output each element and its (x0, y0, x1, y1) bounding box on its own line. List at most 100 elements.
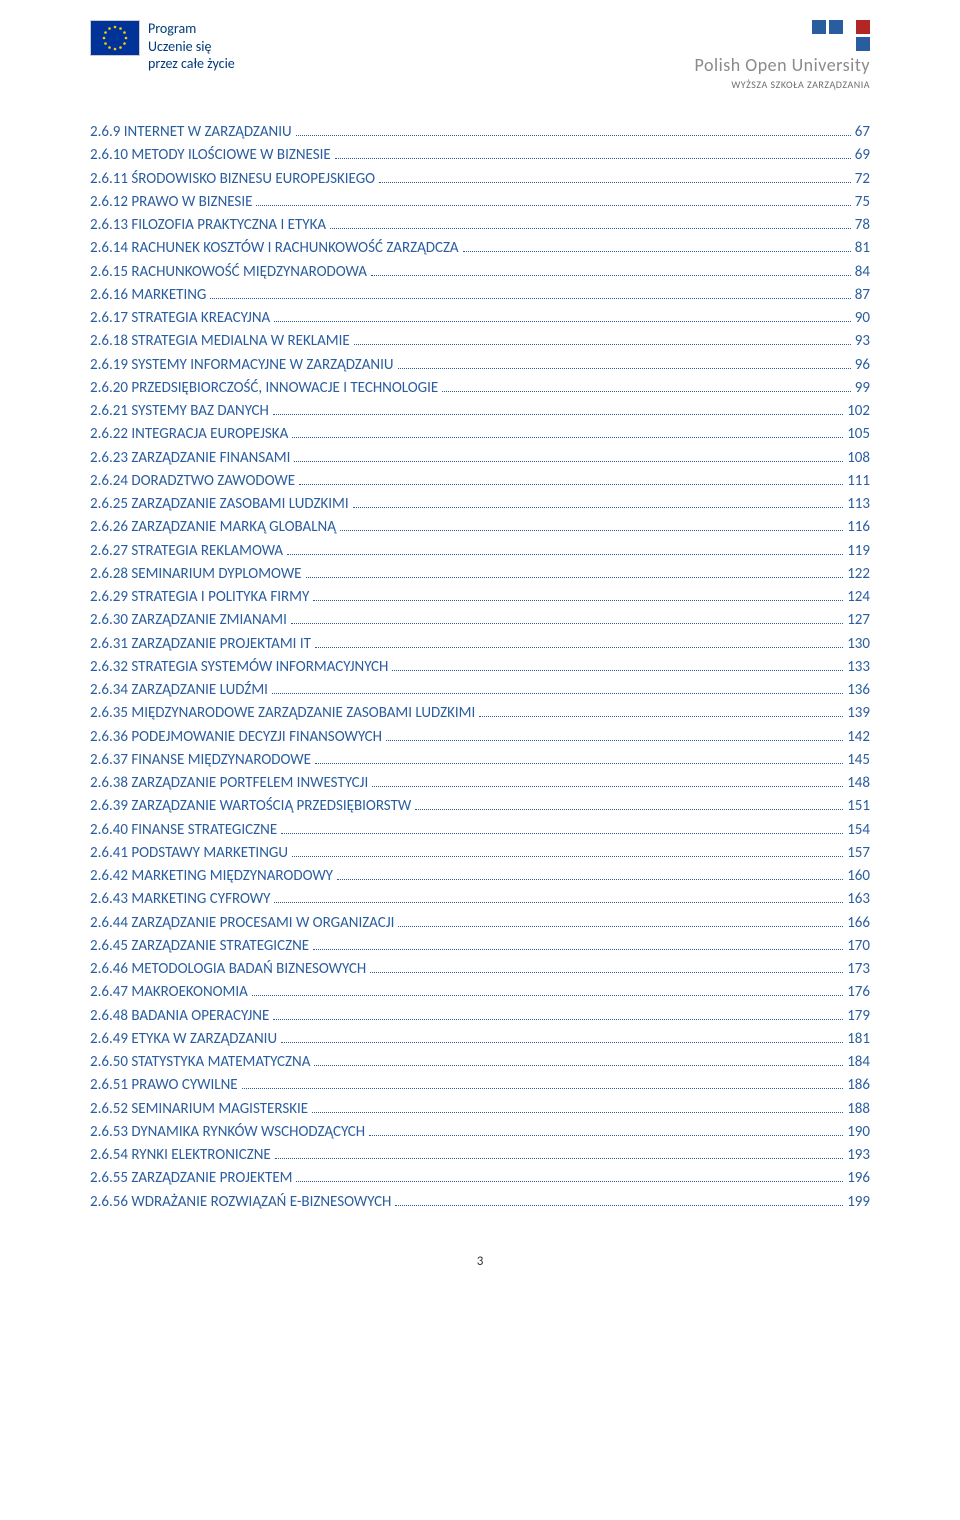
toc-leader-dots (372, 786, 843, 787)
toc-page: 130 (847, 633, 870, 656)
toc-row[interactable]: 2.6.39 ZARZĄDZANIE WARTOŚCIĄ PRZEDSIĘBIO… (90, 795, 870, 818)
toc-row[interactable]: 2.6.47 MAKROEKONOMIA176 (90, 981, 870, 1004)
toc-row[interactable]: 2.6.43 MARKETING CYFROWY163 (90, 888, 870, 911)
toc-leader-dots (313, 949, 843, 950)
toc-page: 148 (847, 772, 870, 795)
toc-leader-dots (315, 763, 843, 764)
toc-page: 84 (855, 261, 870, 284)
toc-row[interactable]: 2.6.44 ZARZĄDZANIE PROCESAMI W ORGANIZAC… (90, 912, 870, 935)
toc-row[interactable]: 2.6.29 STRATEGIA I POLITYKA FIRMY124 (90, 586, 870, 609)
toc-label: 2.6.9 INTERNET W ZARZĄDZANIU (90, 121, 292, 144)
toc-page: 93 (855, 330, 870, 353)
toc-row[interactable]: 2.6.32 STRATEGIA SYSTEMÓW INFORMACYJNYCH… (90, 656, 870, 679)
toc-leader-dots (252, 995, 843, 996)
toc-row[interactable]: 2.6.22 INTEGRACJA EUROPEJSKA105 (90, 423, 870, 446)
toc-row[interactable]: 2.6.21 SYSTEMY BAZ DANYCH 102 (90, 400, 870, 423)
toc-leader-dots (415, 809, 843, 810)
toc-row[interactable]: 2.6.55 ZARZĄDZANIE PROJEKTEM196 (90, 1167, 870, 1190)
toc-row[interactable]: 2.6.26 ZARZĄDZANIE MARKĄ GLOBALNĄ116 (90, 516, 870, 539)
toc-row[interactable]: 2.6.20 PRZEDSIĘBIORCZOŚĆ, INNOWACJE I TE… (90, 377, 870, 400)
toc-row[interactable]: 2.6.38 ZARZĄDZANIE PORTFELEM INWESTYCJI1… (90, 772, 870, 795)
toc-row[interactable]: 2.6.36 PODEJMOWANIE DECYZJI FINANSOWYCH1… (90, 726, 870, 749)
toc-row[interactable]: 2.6.46 METODOLOGIA BADAŃ BIZNESOWYCH173 (90, 958, 870, 981)
toc-row[interactable]: 2.6.48 BADANIA OPERACYJNE179 (90, 1005, 870, 1028)
toc-row[interactable]: 2.6.15 RACHUNKOWOŚĆ MIĘDZYNARODOWA84 (90, 261, 870, 284)
toc-page: 102 (847, 400, 870, 423)
toc-leader-dots (242, 1088, 844, 1089)
toc-row[interactable]: 2.6.25 ZARZĄDZANIE ZASOBAMI LUDZKIMI 113 (90, 493, 870, 516)
toc-page: 124 (847, 586, 870, 609)
toc-row[interactable]: 2.6.9 INTERNET W ZARZĄDZANIU67 (90, 121, 870, 144)
toc-page: 193 (847, 1144, 870, 1167)
toc-label: 2.6.25 ZARZĄDZANIE ZASOBAMI LUDZKIMI (90, 493, 349, 516)
toc-label: 2.6.27 STRATEGIA REKLAMOWA (90, 540, 283, 563)
toc-row[interactable]: 2.6.18 STRATEGIA MEDIALNA W REKLAMIE93 (90, 330, 870, 353)
toc-label: 2.6.32 STRATEGIA SYSTEMÓW INFORMACYJNYCH (90, 656, 388, 679)
toc-row[interactable]: 2.6.30 ZARZĄDZANIE ZMIANAMI127 (90, 609, 870, 632)
toc-leader-dots (275, 1158, 843, 1159)
toc-row[interactable]: 2.6.49 ETYKA W ZARZĄDZANIU181 (90, 1028, 870, 1051)
toc-row[interactable]: 2.6.52 SEMINARIUM MAGISTERSKIE188 (90, 1098, 870, 1121)
toc-leader-dots (273, 414, 843, 415)
toc-row[interactable]: 2.6.35 MIĘDZYNARODOWE ZARZĄDZANIE ZASOBA… (90, 702, 870, 725)
toc-row[interactable]: 2.6.54 RYNKI ELEKTRONICZNE193 (90, 1144, 870, 1167)
toc-page: 87 (855, 284, 870, 307)
toc-row[interactable]: 2.6.27 STRATEGIA REKLAMOWA119 (90, 540, 870, 563)
toc-page: 96 (855, 354, 870, 377)
toc-row[interactable]: 2.6.28 SEMINARIUM DYPLOMOWE122 (90, 563, 870, 586)
toc-row[interactable]: 2.6.12 PRAWO W BIZNESIE75 (90, 191, 870, 214)
toc-row[interactable]: 2.6.19 SYSTEMY INFORMACYJNE W ZARZĄDZANI… (90, 354, 870, 377)
toc-leader-dots (256, 205, 850, 206)
toc-page: 199 (847, 1191, 870, 1214)
toc-leader-dots (386, 740, 843, 741)
toc-page: 160 (847, 865, 870, 888)
toc-page: 154 (847, 819, 870, 842)
toc-page: 181 (847, 1028, 870, 1051)
toc-label: 2.6.41 PODSTAWY MARKETINGU (90, 842, 288, 865)
toc-row[interactable]: 2.6.17 STRATEGIA KREACYJNA90 (90, 307, 870, 330)
toc-leader-dots (281, 1042, 843, 1043)
toc-row[interactable]: 2.6.34 ZARZĄDZANIE LUDŹMI136 (90, 679, 870, 702)
toc-row[interactable]: 2.6.40 FINANSE STRATEGICZNE 154 (90, 819, 870, 842)
toc-leader-dots (442, 391, 851, 392)
toc-label: 2.6.14 RACHUNEK KOSZTÓW I RACHUNKOWOŚĆ Z… (90, 237, 459, 260)
toc-row[interactable]: 2.6.53 DYNAMIKA RYNKÓW WSCHODZĄCYCH190 (90, 1121, 870, 1144)
toc-page: 113 (847, 493, 870, 516)
toc-row[interactable]: 2.6.42 MARKETING MIĘDZYNARODOWY160 (90, 865, 870, 888)
toc-label: 2.6.17 STRATEGIA KREACYJNA (90, 307, 270, 330)
toc-row[interactable]: 2.6.41 PODSTAWY MARKETINGU157 (90, 842, 870, 865)
toc-page: 136 (847, 679, 870, 702)
toc-row[interactable]: 2.6.16 MARKETING 87 (90, 284, 870, 307)
toc-label: 2.6.22 INTEGRACJA EUROPEJSKA (90, 423, 288, 446)
toc-label: 2.6.20 PRZEDSIĘBIORCZOŚĆ, INNOWACJE I TE… (90, 377, 438, 400)
toc-row[interactable]: 2.6.23 ZARZĄDZANIE FINANSAMI108 (90, 447, 870, 470)
toc-row[interactable]: 2.6.31 ZARZĄDZANIE PROJEKTAMI IT130 (90, 633, 870, 656)
toc-leader-dots (274, 321, 851, 322)
toc-leader-dots (306, 577, 844, 578)
toc-row[interactable]: 2.6.14 RACHUNEK KOSZTÓW I RACHUNKOWOŚĆ Z… (90, 237, 870, 260)
toc-label: 2.6.52 SEMINARIUM MAGISTERSKIE (90, 1098, 308, 1121)
toc-leader-dots (291, 623, 843, 624)
toc-label: 2.6.30 ZARZĄDZANIE ZMIANAMI (90, 609, 287, 632)
toc-row[interactable]: 2.6.56 WDRAŻANIE ROZWIĄZAŃ E-BIZNESOWYCH… (90, 1191, 870, 1214)
toc-label: 2.6.53 DYNAMIKA RYNKÓW WSCHODZĄCYCH (90, 1121, 365, 1144)
toc-label: 2.6.37 FINANSE MIĘDZYNARODOWE (90, 749, 311, 772)
toc-row[interactable]: 2.6.37 FINANSE MIĘDZYNARODOWE145 (90, 749, 870, 772)
toc-row[interactable]: 2.6.24 DORADZTWO ZAWODOWE111 (90, 470, 870, 493)
toc-label: 2.6.40 FINANSE STRATEGICZNE (90, 819, 277, 842)
toc-row[interactable]: 2.6.10 METODY ILOŚCIOWE W BIZNESIE69 (90, 144, 870, 167)
toc-label: 2.6.47 MAKROEKONOMIA (90, 981, 248, 1004)
toc-label: 2.6.21 SYSTEMY BAZ DANYCH (90, 400, 269, 423)
toc-row[interactable]: 2.6.13 FILOZOFIA PRAKTYCZNA I ETYKA78 (90, 214, 870, 237)
pou-title: Polish Open University (695, 54, 870, 76)
toc-leader-dots (370, 972, 843, 973)
toc-page: 122 (847, 563, 870, 586)
toc-row[interactable]: 2.6.50 STATYSTYKA MATEMATYCZNA184 (90, 1051, 870, 1074)
toc-label: 2.6.51 PRAWO CYWILNE (90, 1074, 238, 1097)
toc-leader-dots (272, 693, 843, 694)
toc-row[interactable]: 2.6.45 ZARZĄDZANIE STRATEGICZNE170 (90, 935, 870, 958)
toc-row[interactable]: 2.6.51 PRAWO CYWILNE186 (90, 1074, 870, 1097)
toc-label: 2.6.16 MARKETING (90, 284, 206, 307)
toc-row[interactable]: 2.6.11 ŚRODOWISKO BIZNESU EUROPEJSKIEGO7… (90, 168, 870, 191)
toc-page: 111 (847, 470, 870, 493)
